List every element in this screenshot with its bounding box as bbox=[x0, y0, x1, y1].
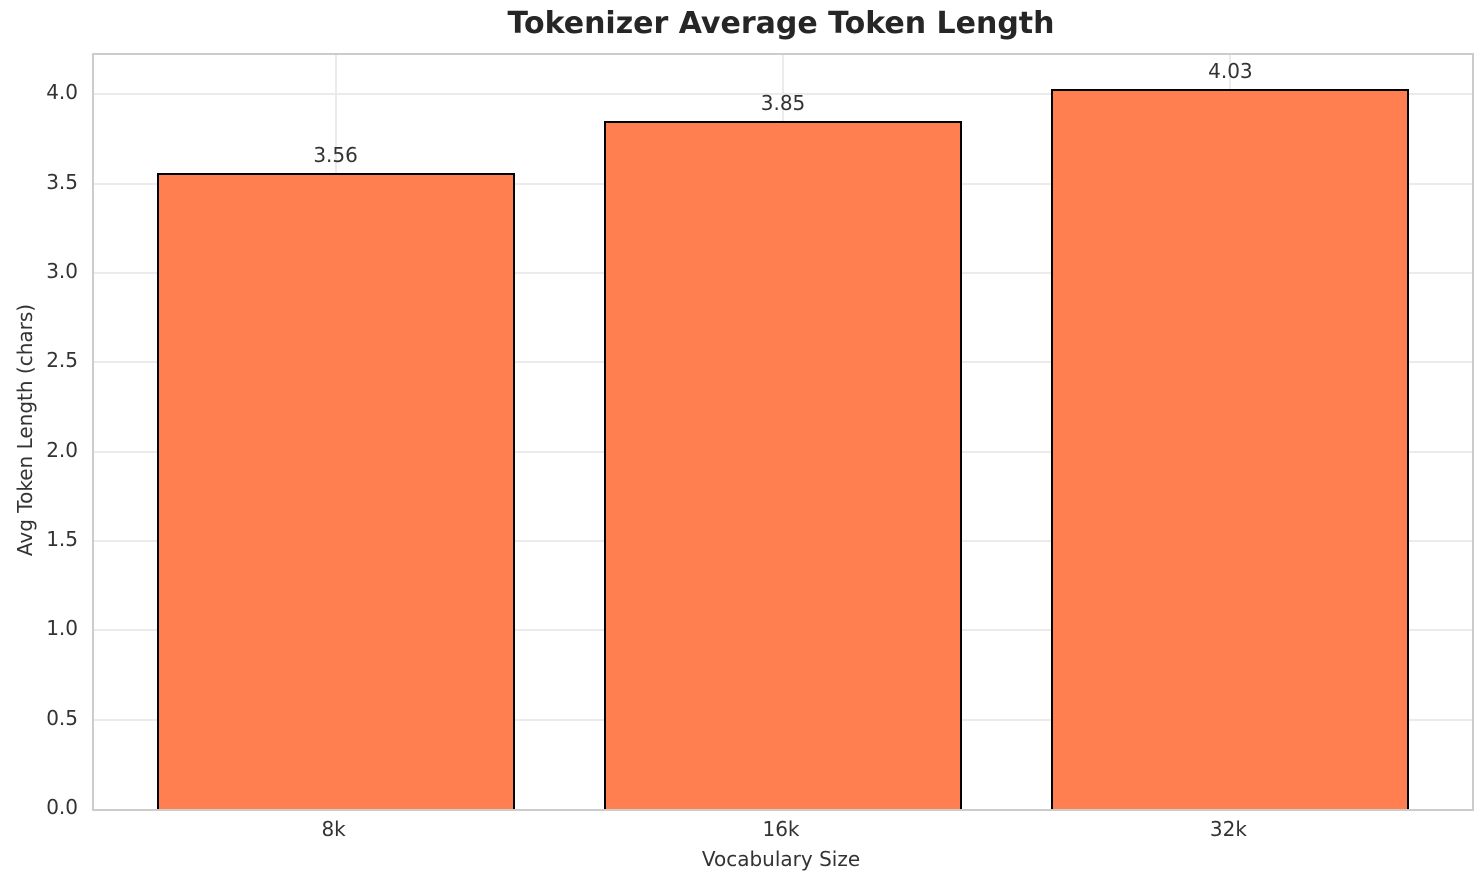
bar-value-label: 3.85 bbox=[760, 91, 806, 116]
y-tick-label: 0.0 bbox=[46, 795, 78, 819]
y-tick-label: 2.5 bbox=[46, 348, 78, 373]
y-tick-label: 3.5 bbox=[46, 169, 78, 194]
bar-8k bbox=[156, 172, 515, 809]
bar-32k bbox=[1051, 88, 1410, 809]
y-tick-label: 2.0 bbox=[46, 437, 78, 462]
y-tick-label: 3.0 bbox=[46, 258, 78, 283]
chart-title: Tokenizer Average Token Length bbox=[507, 6, 1055, 41]
plot-area: 3.56 3.85 4.03 bbox=[92, 53, 1474, 811]
bar-value-label: 3.56 bbox=[313, 142, 358, 167]
x-tick-label: 16k bbox=[762, 817, 800, 841]
bar-value-label: 4.03 bbox=[1208, 58, 1253, 83]
y-axis-label: Avg Token Length (chars) bbox=[13, 303, 37, 557]
y-tick-label: 0.5 bbox=[46, 705, 78, 730]
bar-16k bbox=[604, 121, 962, 809]
x-tick-label: 32k bbox=[1209, 817, 1247, 841]
x-axis-label: Vocabulary Size bbox=[701, 847, 861, 871]
x-tick-label: 8k bbox=[321, 817, 346, 841]
y-tick-label: 4.0 bbox=[46, 80, 78, 105]
y-tick-label: 1.5 bbox=[46, 526, 78, 551]
y-tick-label: 1.0 bbox=[46, 616, 78, 641]
